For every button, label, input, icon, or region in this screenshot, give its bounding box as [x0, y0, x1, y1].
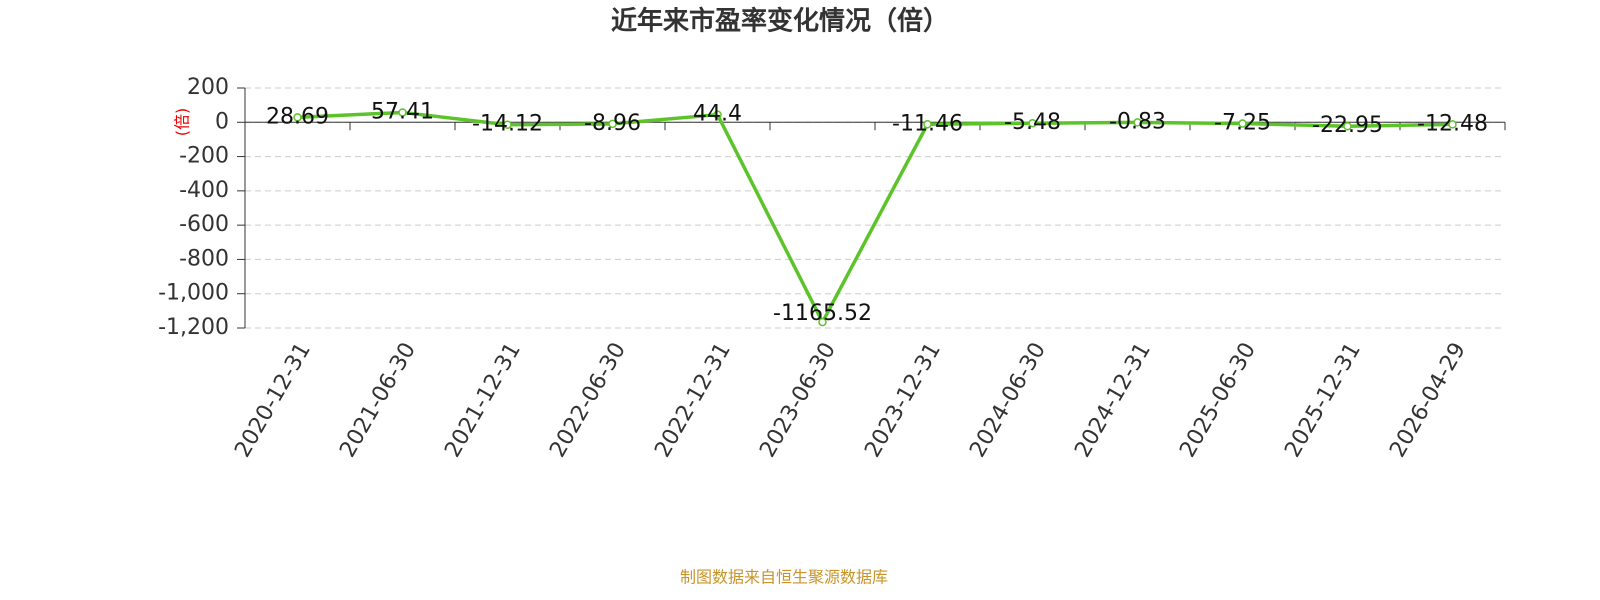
data-point — [1028, 118, 1037, 128]
y-axis-label: (倍) — [173, 108, 192, 137]
data-point — [293, 113, 302, 122]
x-tick-label: 2025-06-30 — [1175, 339, 1261, 462]
chart-title: 近年来市盈率变化情况（倍） — [611, 6, 949, 37]
data-label: -14.12 — [472, 112, 543, 137]
data-label: 57.41 — [371, 99, 434, 124]
x-tick-label: 2024-06-30 — [965, 339, 1051, 462]
data-label: 28.69 — [266, 104, 329, 129]
data-point — [818, 317, 827, 327]
data-label: -5.48 — [1004, 110, 1061, 135]
x-tick-label: 2020-12-31 — [230, 339, 316, 462]
x-tick-label: 2026-04-29 — [1385, 339, 1471, 462]
x-tick-label: 2022-06-30 — [545, 339, 631, 462]
y-tick-label: -200 — [179, 144, 229, 169]
data-label: 44.4 — [693, 102, 742, 127]
x-tick-label: 2021-06-30 — [335, 339, 421, 462]
y-tick-label: -1,200 — [158, 315, 229, 340]
data-label: -8.96 — [584, 111, 641, 136]
x-tick-label: 2024-12-31 — [1070, 339, 1156, 462]
y-tick-label: 200 — [187, 75, 229, 100]
data-point — [713, 110, 722, 119]
data-point — [1133, 118, 1142, 127]
y-tick-label: -400 — [179, 178, 229, 203]
data-point — [923, 120, 932, 129]
data-point — [1343, 121, 1352, 131]
data-label: -22.95 — [1312, 113, 1383, 138]
x-tick-label: 2023-06-30 — [755, 339, 841, 462]
data-label: -0.83 — [1109, 109, 1166, 134]
data-point — [608, 119, 617, 129]
data-point — [1448, 120, 1457, 129]
x-tick-label: 2023-12-31 — [860, 339, 946, 462]
data-label: -12.48 — [1417, 111, 1488, 136]
y-tick-label: -600 — [179, 212, 229, 237]
y-tick-label: 0 — [215, 109, 229, 134]
data-point — [398, 108, 407, 117]
y-tick-label: -800 — [179, 246, 229, 271]
series-line — [297, 110, 1453, 326]
source-note: 制图数据来自恒生聚源数据库 — [680, 568, 888, 587]
data-label: -11.46 — [892, 111, 963, 136]
data-label: -1165.52 — [773, 301, 872, 326]
data-point — [1238, 119, 1247, 128]
y-tick-label: -1,000 — [158, 281, 229, 306]
x-tick-label: 2025-12-31 — [1280, 339, 1366, 462]
x-tick-label: 2022-12-31 — [650, 339, 736, 462]
data-point — [503, 120, 512, 129]
x-tick-label: 2021-12-31 — [440, 339, 526, 462]
data-label: -7.25 — [1214, 111, 1271, 136]
